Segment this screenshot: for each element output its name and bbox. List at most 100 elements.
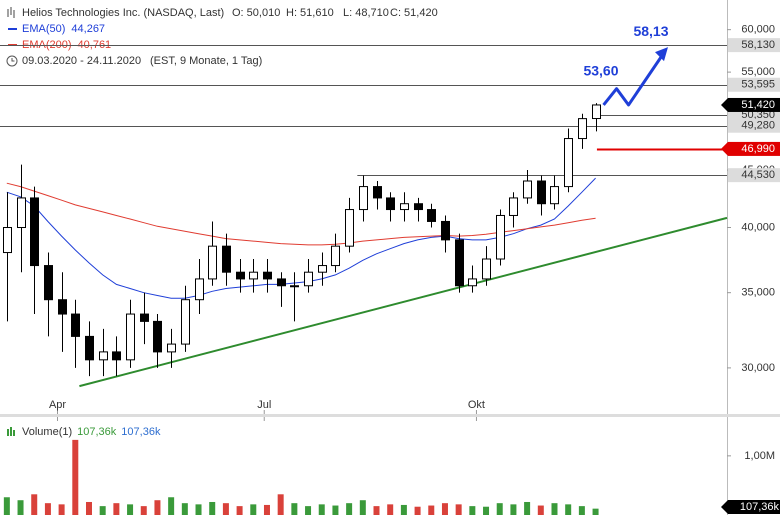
volume-bar [592, 508, 599, 515]
pane-separator [0, 414, 780, 417]
price-box [728, 97, 780, 112]
candle-body [455, 239, 464, 287]
volume-bar [359, 500, 366, 515]
level-box-pointer [721, 141, 728, 156]
volume-box-label: 107,36k [740, 501, 780, 513]
candle-body [249, 271, 258, 280]
y-tick-label: 30,000 [741, 362, 775, 374]
legend-value: 40,761 [78, 39, 112, 51]
candle-body [30, 197, 39, 267]
candle-body [222, 245, 231, 273]
level-box-label: 53,595 [741, 79, 775, 91]
level-box [728, 118, 780, 133]
level-box-label: 50,350 [741, 109, 775, 121]
level-box [728, 38, 780, 53]
volume-bar [551, 503, 558, 515]
annotation: 58,13 [633, 23, 668, 39]
candle-body [318, 265, 327, 273]
candle-body [523, 180, 532, 199]
volume-bar [17, 500, 24, 515]
volume-bar [469, 506, 476, 515]
volume-bar [565, 504, 572, 515]
volume-bar [58, 504, 65, 515]
volume-bar [168, 497, 175, 515]
candle-body [373, 186, 382, 199]
candle-body [482, 258, 491, 280]
volume-box-pointer [721, 500, 728, 514]
x-tick-label: Okt [468, 399, 485, 411]
volume-bar [85, 501, 92, 515]
x-tick-label: Apr [49, 399, 66, 411]
volume-bar [305, 506, 312, 515]
candle-body [550, 186, 559, 205]
level-box [728, 77, 780, 92]
candle-body [112, 351, 121, 361]
candle-body [167, 343, 176, 353]
volume-bar [99, 506, 106, 515]
volume-bar [524, 501, 531, 515]
annotation: 53,60 [583, 62, 618, 78]
period: 09.03.2020 - 24.11.2020 [22, 55, 141, 67]
volume-bar [3, 497, 10, 515]
candle-body [44, 265, 53, 301]
y-tick-label: 55,000 [741, 66, 775, 78]
candle-body [537, 180, 546, 205]
legend-entry: EMA(50) [22, 23, 65, 35]
volume-icon [7, 427, 15, 436]
candle-body [414, 203, 423, 211]
volume-bar [578, 506, 585, 515]
volume-bar [318, 504, 325, 515]
projection-arrow [602, 56, 663, 107]
arrow-head [655, 47, 668, 62]
candle-body [592, 104, 601, 120]
level-box-label: 49,280 [741, 120, 775, 132]
candle-body [441, 220, 450, 241]
quote-value: O: 50,010 [232, 7, 280, 19]
volume-bar [263, 504, 270, 515]
level-box-label: 46,990 [741, 143, 775, 155]
volume-bar [277, 494, 284, 515]
volume-bar [31, 494, 38, 515]
volume-bar [195, 504, 202, 515]
candle-body [277, 278, 286, 287]
candle-body [71, 313, 80, 337]
candle-body [427, 209, 436, 222]
volume-bar [496, 503, 503, 515]
candle-body [153, 320, 162, 353]
candle-body [331, 245, 340, 267]
candle-body [126, 313, 135, 361]
candle-body [140, 313, 149, 322]
candle-body [304, 271, 313, 287]
volume-bar [140, 506, 147, 515]
volume-bar [72, 439, 79, 515]
candle-body [496, 214, 505, 260]
volume-box [728, 500, 780, 514]
chart-title: Helios Technologies Inc. (NASDAQ, Last) [22, 7, 224, 19]
level-box [728, 168, 780, 183]
volume-bar [455, 504, 462, 515]
candle-body [263, 271, 272, 280]
volume-bar [346, 503, 353, 515]
volume-bar [236, 506, 243, 515]
volume-bar [387, 504, 394, 515]
y-tick-label: 1,00M [744, 450, 775, 462]
candle-body [236, 271, 245, 280]
candle-body [578, 118, 587, 140]
volume-bar [154, 500, 161, 515]
candle-body [58, 299, 67, 315]
legend-entry: EMA(200) [22, 39, 72, 51]
volume-bar [291, 503, 298, 515]
candle-body [509, 197, 518, 216]
volume-bar [441, 503, 448, 515]
candle-body [386, 197, 395, 211]
volume-bar [373, 506, 380, 515]
price-box-pointer [721, 97, 728, 112]
candle-body [85, 335, 94, 361]
candle-body [17, 197, 26, 229]
y-tick-label: 35,000 [741, 287, 775, 299]
candle-body [208, 245, 217, 280]
candle-body [345, 209, 354, 247]
clock-icon [6, 55, 18, 67]
